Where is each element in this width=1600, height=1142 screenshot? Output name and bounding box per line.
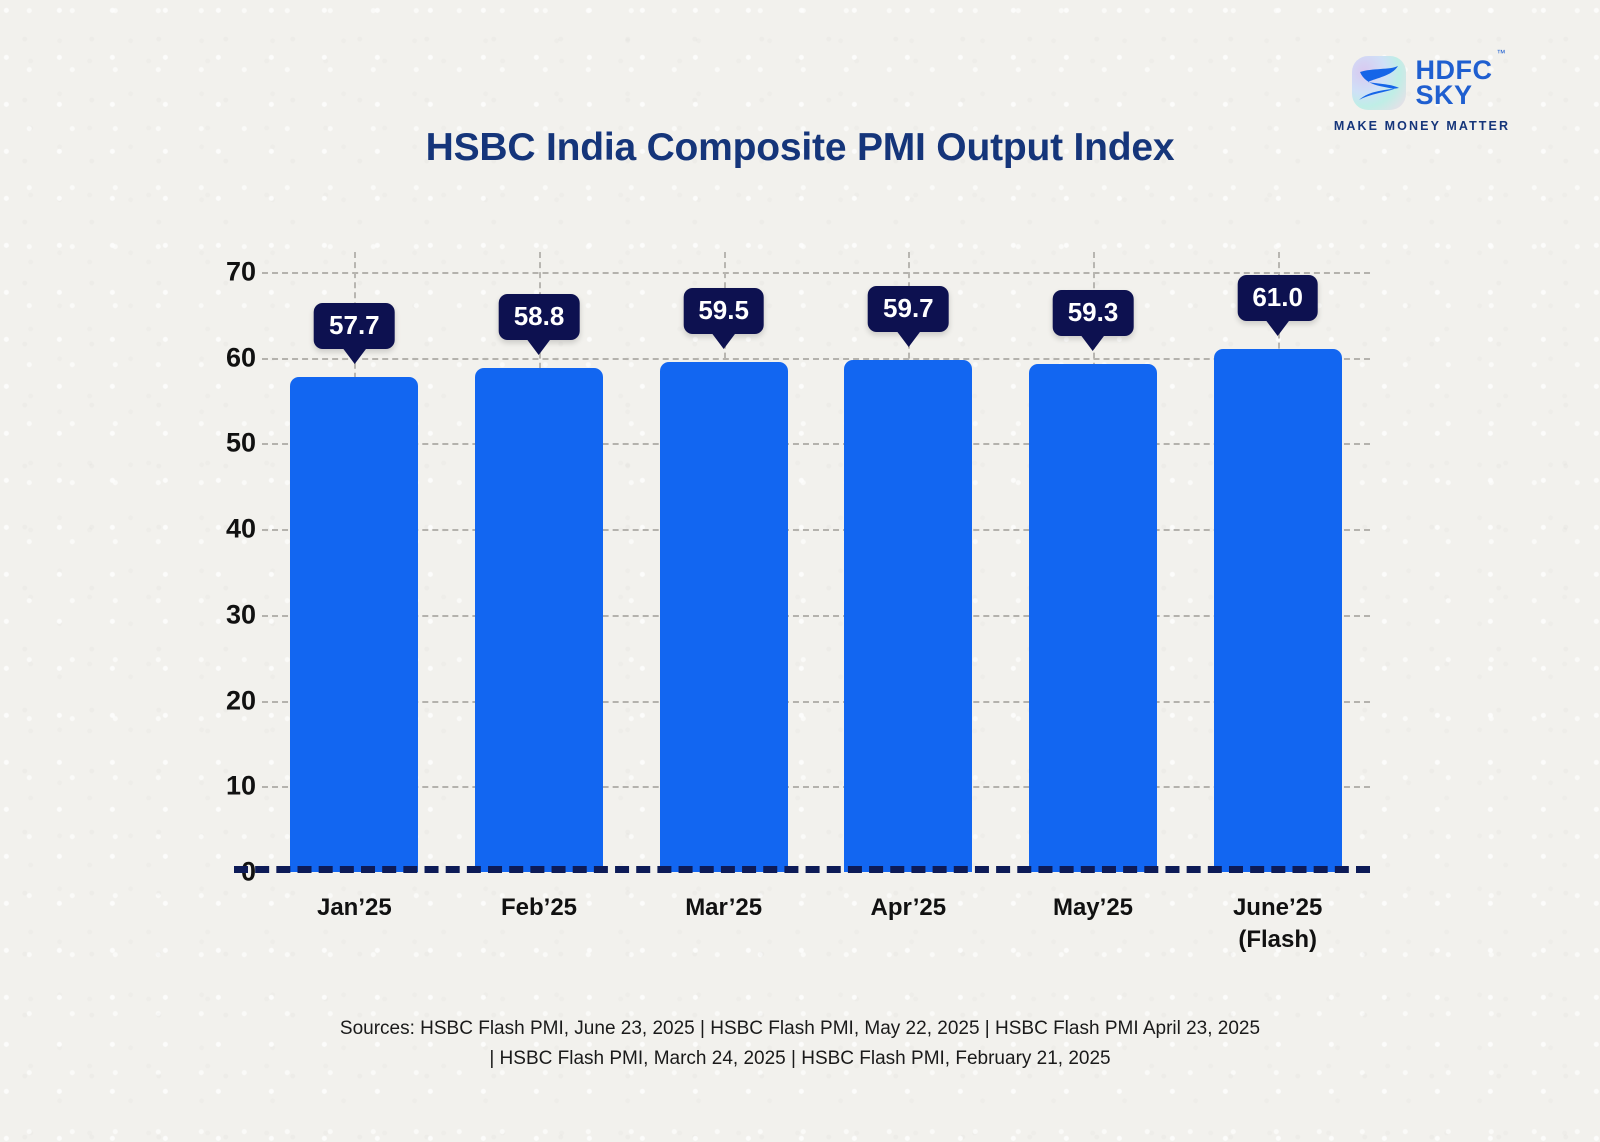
bar-Feb’25[interactable]	[475, 368, 603, 872]
y-axis-tick-label: 20	[225, 685, 256, 716]
hdfc-sky-mark-icon	[1351, 56, 1406, 110]
y-axis-tick-label: 50	[225, 427, 256, 458]
gridline-20	[262, 700, 1370, 703]
logo-wordmark: HDFC SKY ™	[1415, 49, 1506, 110]
sources-line-2: | HSBC Flash PMI, March 24, 2025 | HSBC …	[489, 1048, 1111, 1070]
axis-baseline	[234, 866, 1370, 873]
bar-Jan’25[interactable]	[290, 377, 419, 872]
gridline-10	[262, 786, 1370, 789]
bar-Apr’25[interactable]	[844, 360, 973, 872]
page-title: HSBC India Composite PMI Output Index	[425, 126, 1175, 169]
x-axis-tick-label: Mar’25	[685, 894, 763, 921]
logo-tagline: MAKE MONEY MATTER	[1333, 119, 1511, 133]
x-axis-tick-label: Feb’25	[500, 894, 578, 921]
y-axis-tick-label: 60	[225, 342, 256, 373]
x-axis-label-group: May’25	[1053, 892, 1133, 924]
data-label-bubble: 57.7	[314, 303, 395, 350]
bar-Mar’25[interactable]	[659, 362, 788, 872]
trademark-icon: ™	[1496, 48, 1506, 59]
logo-line-1: HDFC	[1415, 55, 1493, 86]
y-axis-tick-label: 40	[225, 513, 256, 544]
data-label-bubble: 59.5	[683, 288, 764, 334]
x-axis-tick-label: Apr’25	[870, 894, 947, 921]
gridline-70	[262, 272, 1370, 274]
gridline-50	[262, 443, 1370, 446]
x-axis-tick-label: (Flash)	[1238, 926, 1317, 954]
bar-May’25[interactable]	[1029, 363, 1157, 872]
x-axis-label-group: Apr’25	[871, 892, 947, 924]
sources-note: Sources: HSBC Flash PMI, June 23, 2025 |…	[0, 1014, 1600, 1075]
logo-row: HDFC SKY ™	[1302, 49, 1542, 110]
bar-chart-plot: 0 10 20 30 40 50 60 70 57.7 Jan’25 58.8 Feb’25 59.5 M…	[226, 252, 1370, 953]
x-axis-tick-label: May’25	[1052, 894, 1134, 921]
x-axis-tick-label: June’25	[1232, 894, 1323, 921]
y-axis-tick-label: 30	[225, 599, 256, 630]
x-axis-label-group: June’25 (Flash)	[1233, 892, 1322, 957]
gridline-30	[262, 614, 1370, 617]
data-label-bubble: 59.3	[1052, 289, 1134, 336]
gridline-60	[262, 357, 1370, 360]
x-axis-tick-label: Jan’25	[316, 894, 392, 921]
sources-line-1: Sources: HSBC Flash PMI, June 23, 2025 |…	[339, 1018, 1261, 1039]
gridline-40	[262, 529, 1370, 532]
data-label-bubble: 59.7	[868, 286, 949, 333]
y-axis-tick-label: 10	[225, 770, 256, 801]
x-axis-label-group: Jan’25	[317, 892, 392, 924]
logo-line-2: SKY	[1415, 80, 1473, 110]
data-label-bubble: 58.8	[498, 294, 580, 340]
y-axis-tick-label: 70	[225, 256, 256, 287]
x-axis-label-group: Feb’25	[501, 892, 577, 924]
data-label-bubble: 61.0	[1237, 275, 1318, 322]
x-axis-label-group: Mar’25	[685, 892, 762, 924]
hdfc-sky-logo: HDFC SKY ™ MAKE MONEY MATTER	[1302, 49, 1542, 133]
bar-June’25[interactable]	[1213, 349, 1342, 872]
